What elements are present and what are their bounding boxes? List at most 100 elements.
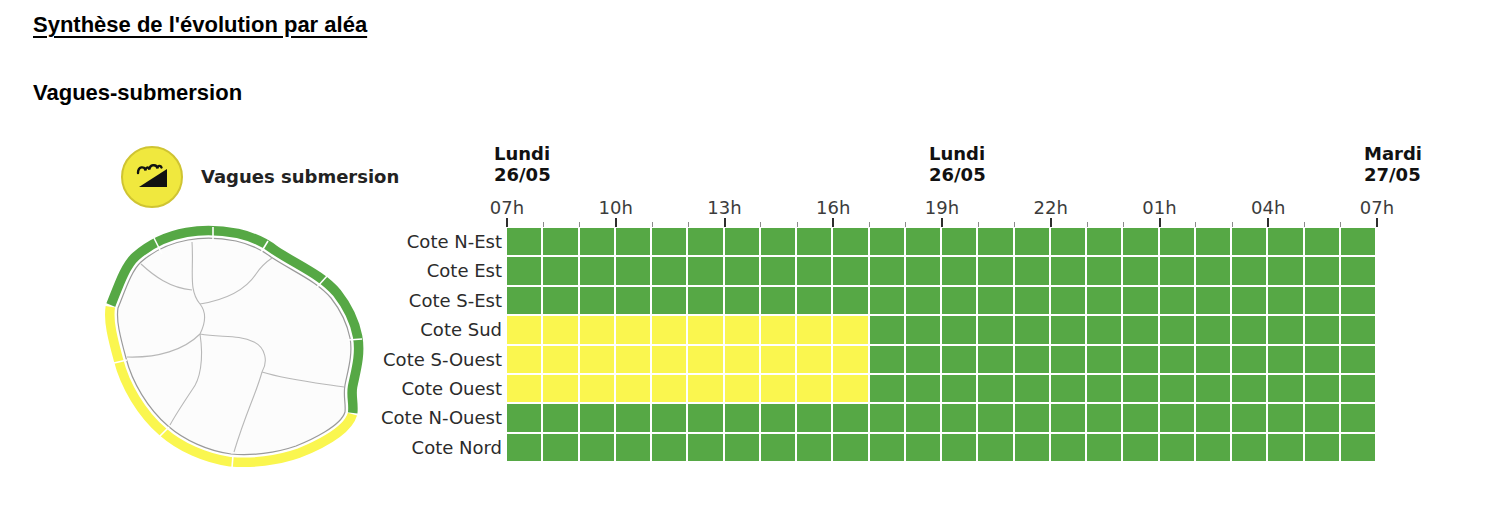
grid-cell bbox=[652, 404, 686, 431]
grid-cell bbox=[797, 257, 831, 284]
grid-cell bbox=[507, 375, 541, 402]
grid-cell bbox=[870, 434, 904, 461]
grid-cell bbox=[652, 346, 686, 373]
grid-cell bbox=[1087, 287, 1121, 314]
grid-cell bbox=[688, 346, 722, 373]
grid-cell bbox=[761, 287, 795, 314]
grid-cell bbox=[1051, 404, 1085, 431]
grid-cell bbox=[688, 434, 722, 461]
grid-cell bbox=[725, 287, 759, 314]
grid-cell bbox=[1051, 287, 1085, 314]
grid-cell bbox=[580, 316, 614, 343]
grid-cell bbox=[761, 346, 795, 373]
grid-cell bbox=[1305, 404, 1339, 431]
hazard-label: Vagues submersion bbox=[201, 146, 399, 208]
grid-cell bbox=[942, 316, 976, 343]
grid-cell bbox=[1160, 346, 1194, 373]
vagues-submersion-icon bbox=[121, 146, 183, 208]
grid-cell bbox=[543, 346, 577, 373]
grid-cell bbox=[1015, 228, 1049, 255]
grid-cell bbox=[761, 375, 795, 402]
grid-cell bbox=[978, 346, 1012, 373]
grid-cell bbox=[1268, 257, 1302, 284]
grid-cell bbox=[1268, 228, 1302, 255]
grid-cell bbox=[761, 316, 795, 343]
grid-cell bbox=[761, 404, 795, 431]
grid-cell bbox=[1087, 346, 1121, 373]
grid-cell bbox=[1160, 228, 1194, 255]
grid-cell bbox=[616, 257, 650, 284]
grid-cell bbox=[1268, 287, 1302, 314]
grid-cell bbox=[942, 228, 976, 255]
day-name: Lundi bbox=[929, 143, 986, 164]
grid-cell bbox=[616, 228, 650, 255]
grid-cell bbox=[1232, 346, 1266, 373]
axis-tick bbox=[1232, 222, 1233, 227]
grid-cell bbox=[543, 404, 577, 431]
grid-cell bbox=[652, 287, 686, 314]
grid-cell bbox=[688, 287, 722, 314]
grid-cell bbox=[1232, 404, 1266, 431]
grid-cell bbox=[1087, 434, 1121, 461]
grid-cell bbox=[616, 316, 650, 343]
grid-cell bbox=[1123, 316, 1157, 343]
grid-cell bbox=[507, 404, 541, 431]
grid-cell bbox=[725, 404, 759, 431]
grid-cell bbox=[725, 346, 759, 373]
axis-tick bbox=[506, 218, 508, 227]
grid-cell bbox=[543, 287, 577, 314]
grid-cell bbox=[652, 316, 686, 343]
axis-tick bbox=[1087, 222, 1088, 227]
grid-cell bbox=[978, 228, 1012, 255]
grid-cell bbox=[725, 228, 759, 255]
grid-cell bbox=[1087, 375, 1121, 402]
grid-cell bbox=[1341, 375, 1375, 402]
grid-cell bbox=[797, 346, 831, 373]
grid-cell bbox=[1341, 404, 1375, 431]
hazard-section-title: Vagues-submersion bbox=[33, 80, 242, 106]
axis-tick bbox=[652, 222, 653, 227]
axis-tick bbox=[1159, 218, 1161, 227]
grid-cell bbox=[1341, 287, 1375, 314]
grid-cell bbox=[833, 404, 867, 431]
grid-cell bbox=[652, 257, 686, 284]
grid-cell bbox=[1305, 346, 1339, 373]
grid-cell bbox=[688, 404, 722, 431]
grid-cell bbox=[580, 434, 614, 461]
grid-cell bbox=[1123, 375, 1157, 402]
grid-cell bbox=[1051, 316, 1085, 343]
axis-tick bbox=[905, 222, 906, 227]
grid-cell bbox=[580, 375, 614, 402]
grid-cell bbox=[1305, 316, 1339, 343]
grid-cell bbox=[725, 434, 759, 461]
grid-cell bbox=[870, 316, 904, 343]
grid-cell bbox=[616, 375, 650, 402]
grid-cell bbox=[1015, 434, 1049, 461]
grid-cell bbox=[507, 287, 541, 314]
axis-tick bbox=[1050, 218, 1052, 227]
grid-cell bbox=[797, 287, 831, 314]
grid-cell bbox=[688, 375, 722, 402]
grid-cell bbox=[652, 228, 686, 255]
day-date: 26/05 bbox=[494, 164, 551, 185]
grid-cell bbox=[580, 404, 614, 431]
grid-cell bbox=[507, 434, 541, 461]
axis-tick bbox=[978, 222, 979, 227]
grid-cell bbox=[1015, 404, 1049, 431]
grid-cell bbox=[507, 228, 541, 255]
grid-cell bbox=[1087, 316, 1121, 343]
grid-cell bbox=[1232, 228, 1266, 255]
row-label: Cote N-Est bbox=[320, 228, 502, 257]
grid-cell bbox=[1015, 287, 1049, 314]
axis-tick bbox=[1123, 222, 1124, 227]
day-date: 26/05 bbox=[929, 164, 986, 185]
axis-tick bbox=[1014, 222, 1015, 227]
axis-tick bbox=[724, 218, 726, 227]
grid-cell bbox=[543, 228, 577, 255]
grid-cell bbox=[1196, 316, 1230, 343]
grid-cell bbox=[688, 257, 722, 284]
axis-tick bbox=[760, 222, 761, 227]
axis-tick bbox=[579, 222, 580, 227]
grid-cell bbox=[688, 228, 722, 255]
grid-cell bbox=[942, 287, 976, 314]
